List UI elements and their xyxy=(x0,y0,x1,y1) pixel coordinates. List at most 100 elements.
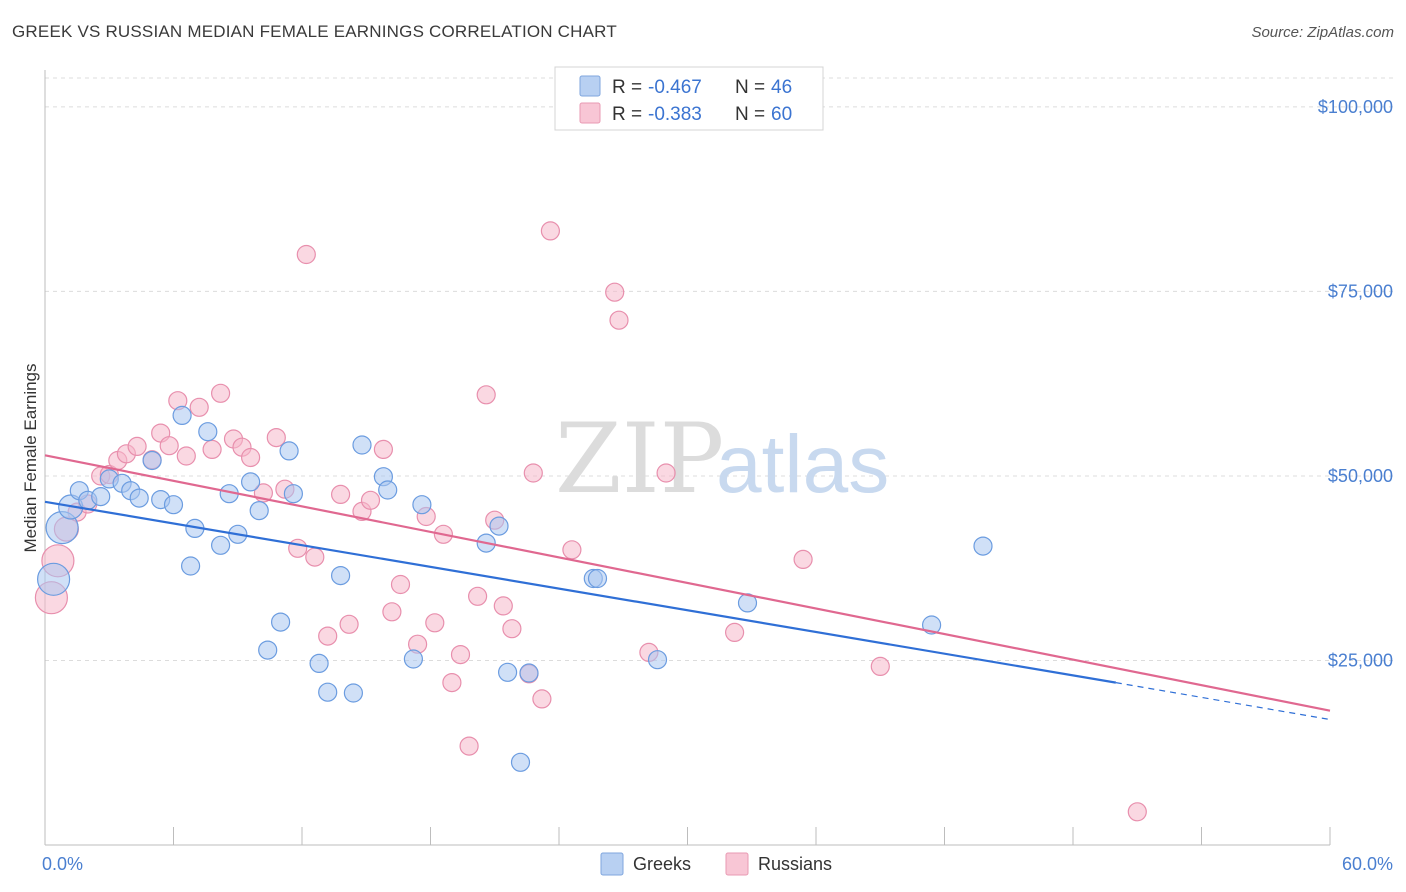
russian-point-37 xyxy=(425,613,445,633)
y-tick-label-2: $75,000 xyxy=(1328,281,1393,301)
legend-greeks-label: Greeks xyxy=(633,854,691,874)
russian-point-34 xyxy=(390,574,411,595)
greek-point-20 xyxy=(241,472,261,492)
greek-point-23 xyxy=(271,612,291,632)
greek-point-17 xyxy=(211,535,231,555)
russian-point-51 xyxy=(562,540,582,560)
russian-point-26 xyxy=(305,547,325,567)
russian-point-12 xyxy=(159,436,179,456)
greeks-r-label: R = xyxy=(612,77,642,98)
russian-point-22 xyxy=(266,428,286,448)
russian-point-29 xyxy=(339,614,359,634)
russian-point-41 xyxy=(459,736,479,756)
russian-point-55 xyxy=(656,463,676,483)
y-axis-title: Median Female Earnings xyxy=(21,364,40,553)
russian-point-42 xyxy=(468,586,488,606)
russian-point-59 xyxy=(1127,802,1147,822)
russians-trend-line xyxy=(44,454,1331,712)
y-tick-label-1: $50,000 xyxy=(1328,466,1393,486)
greek-point-37 xyxy=(498,662,518,682)
x-tick-label-0: 0.0% xyxy=(42,854,83,874)
russians-n-label: N = xyxy=(735,104,765,125)
greeks-trend-line xyxy=(44,500,1117,684)
chart-title: GREEK VS RUSSIAN MEDIAN FEMALE EARNINGS … xyxy=(12,22,617,41)
russian-point-58 xyxy=(870,656,890,677)
greek-point-29 xyxy=(343,683,363,703)
greek-point-45 xyxy=(973,536,993,556)
legend-russians-label: Russians xyxy=(758,854,832,874)
russian-point-17 xyxy=(211,383,231,403)
greeks-swatch xyxy=(579,75,601,97)
russian-point-20 xyxy=(241,447,261,468)
y-tick-labels: $25,000 $50,000 $75,000 $100,000 xyxy=(1318,97,1393,671)
greek-point-39 xyxy=(519,663,539,683)
russian-point-46 xyxy=(502,619,522,639)
russian-point-52 xyxy=(605,282,625,302)
axes xyxy=(44,70,1331,846)
y-tick-label-3: $100,000 xyxy=(1318,97,1393,117)
greek-point-32 xyxy=(378,480,398,500)
watermark-atlas: atlas xyxy=(716,419,889,510)
greek-point-26 xyxy=(309,653,329,674)
greek-point-38 xyxy=(510,752,531,772)
x-tick-label-1: 60.0% xyxy=(1342,854,1393,874)
greek-point-15 xyxy=(181,556,201,576)
legend-greeks-swatch xyxy=(600,852,624,876)
source-label: Source: ZipAtlas.com xyxy=(1251,24,1394,41)
grid-lines xyxy=(45,77,1395,661)
russian-point-56 xyxy=(724,622,745,643)
watermark: ZIP atlas xyxy=(555,403,889,515)
greek-point-36 xyxy=(489,516,509,536)
russians-r-label: R = xyxy=(612,104,642,125)
greek-point-33 xyxy=(403,649,423,669)
x-tick-labels: 0.0% 60.0% xyxy=(42,854,1393,874)
greek-point-21 xyxy=(249,501,269,521)
russian-point-24 xyxy=(288,538,308,558)
greek-point-10 xyxy=(142,450,162,471)
greeks-n-value: 46 xyxy=(771,77,792,98)
russians-r-value: -0.383 xyxy=(648,104,702,125)
russian-point-53 xyxy=(609,310,629,330)
russian-point-27 xyxy=(318,626,338,646)
greek-point-42 xyxy=(647,650,668,670)
greek-point-13 xyxy=(172,405,192,425)
russian-point-33 xyxy=(382,602,402,622)
russian-point-45 xyxy=(493,596,513,616)
russian-point-48 xyxy=(523,463,543,483)
greek-point-0 xyxy=(36,562,71,596)
stats-legend: R = -0.467 N = 46 R = -0.383 N = 60 xyxy=(554,66,824,131)
russian-point-9 xyxy=(127,436,147,456)
greeks-trend-extension xyxy=(1115,682,1331,721)
greek-point-27 xyxy=(318,682,338,702)
greek-point-5 xyxy=(91,487,111,507)
greeks-n-label: N = xyxy=(735,77,765,98)
greeks-r-value: -0.467 xyxy=(648,77,702,98)
russian-point-57 xyxy=(793,549,813,570)
russian-point-50 xyxy=(540,221,561,241)
greek-point-22 xyxy=(258,640,278,660)
y-tick-label-0: $25,000 xyxy=(1328,650,1393,670)
russian-point-28 xyxy=(331,484,351,504)
greek-point-30 xyxy=(352,435,372,455)
legend-russians-swatch xyxy=(725,852,749,876)
trend-lines xyxy=(44,454,1331,721)
greek-point-16 xyxy=(198,422,218,442)
russians-n-value: 60 xyxy=(771,104,792,125)
russian-point-43 xyxy=(476,385,496,405)
russian-point-49 xyxy=(532,689,552,709)
series-legend: Greeks Russians xyxy=(600,852,832,876)
greek-point-28 xyxy=(331,565,351,586)
greek-point-25 xyxy=(283,484,303,504)
russian-point-32 xyxy=(373,439,393,459)
russian-point-31 xyxy=(360,490,381,510)
russian-point-15 xyxy=(189,397,209,417)
russians-swatch xyxy=(579,102,601,124)
russian-point-25 xyxy=(296,244,316,265)
russian-point-14 xyxy=(176,446,196,466)
greek-point-9 xyxy=(129,488,149,508)
greek-point-34 xyxy=(412,495,432,515)
russian-point-16 xyxy=(202,439,222,459)
data-points xyxy=(34,221,1147,822)
greek-point-24 xyxy=(279,441,299,461)
